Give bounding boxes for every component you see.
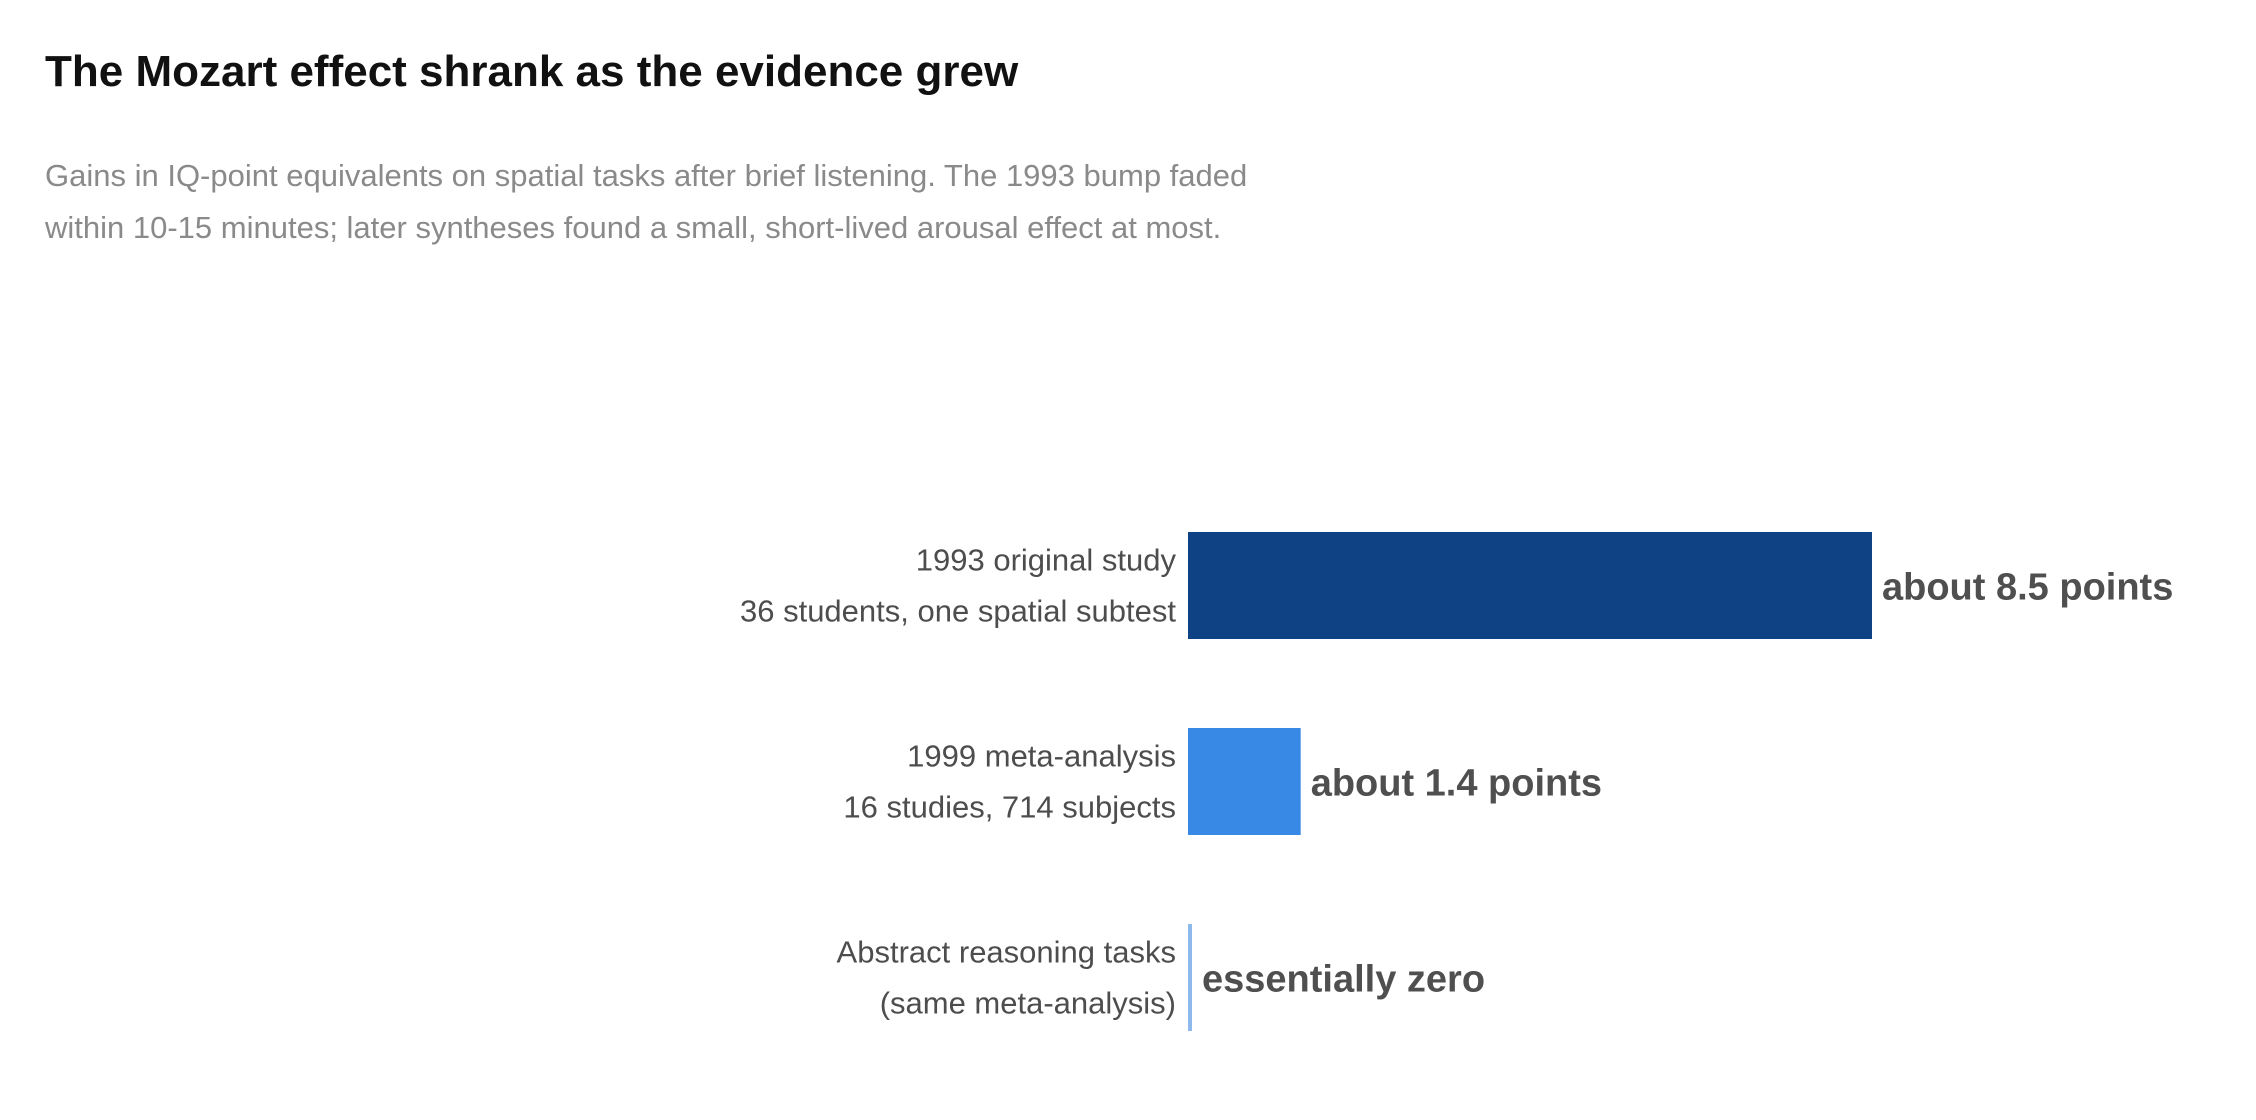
category-label-3-line-2: (same meta-analysis) — [880, 986, 1176, 1021]
bar-2 — [1188, 728, 1301, 835]
category-label-3-line-1: Abstract reasoning tasks — [837, 935, 1176, 970]
chart-subtitle-line-1: Gains in IQ-point equivalents on spatial… — [45, 158, 1248, 193]
category-label-1-line-1: 1993 original study — [916, 543, 1177, 578]
category-label-2-line-2: 16 studies, 714 subjects — [843, 790, 1176, 825]
value-label-3: essentially zero — [1202, 959, 1485, 1001]
category-label-2-line-1: 1999 meta-analysis — [907, 739, 1176, 774]
category-label-1-line-2: 36 students, one spatial subtest — [740, 594, 1176, 629]
bar-3 — [1188, 924, 1192, 1031]
value-label-2: about 1.4 points — [1311, 763, 1602, 805]
value-label-1: about 8.5 points — [1882, 567, 2173, 609]
chart-subtitle-line-2: within 10-15 minutes; later syntheses fo… — [45, 210, 1222, 245]
bar-1 — [1188, 532, 1872, 639]
chart-title: The Mozart effect shrank as the evidence… — [45, 47, 1019, 96]
chart-subtitle: Gains in IQ-point equivalents on spatial… — [45, 150, 1247, 254]
